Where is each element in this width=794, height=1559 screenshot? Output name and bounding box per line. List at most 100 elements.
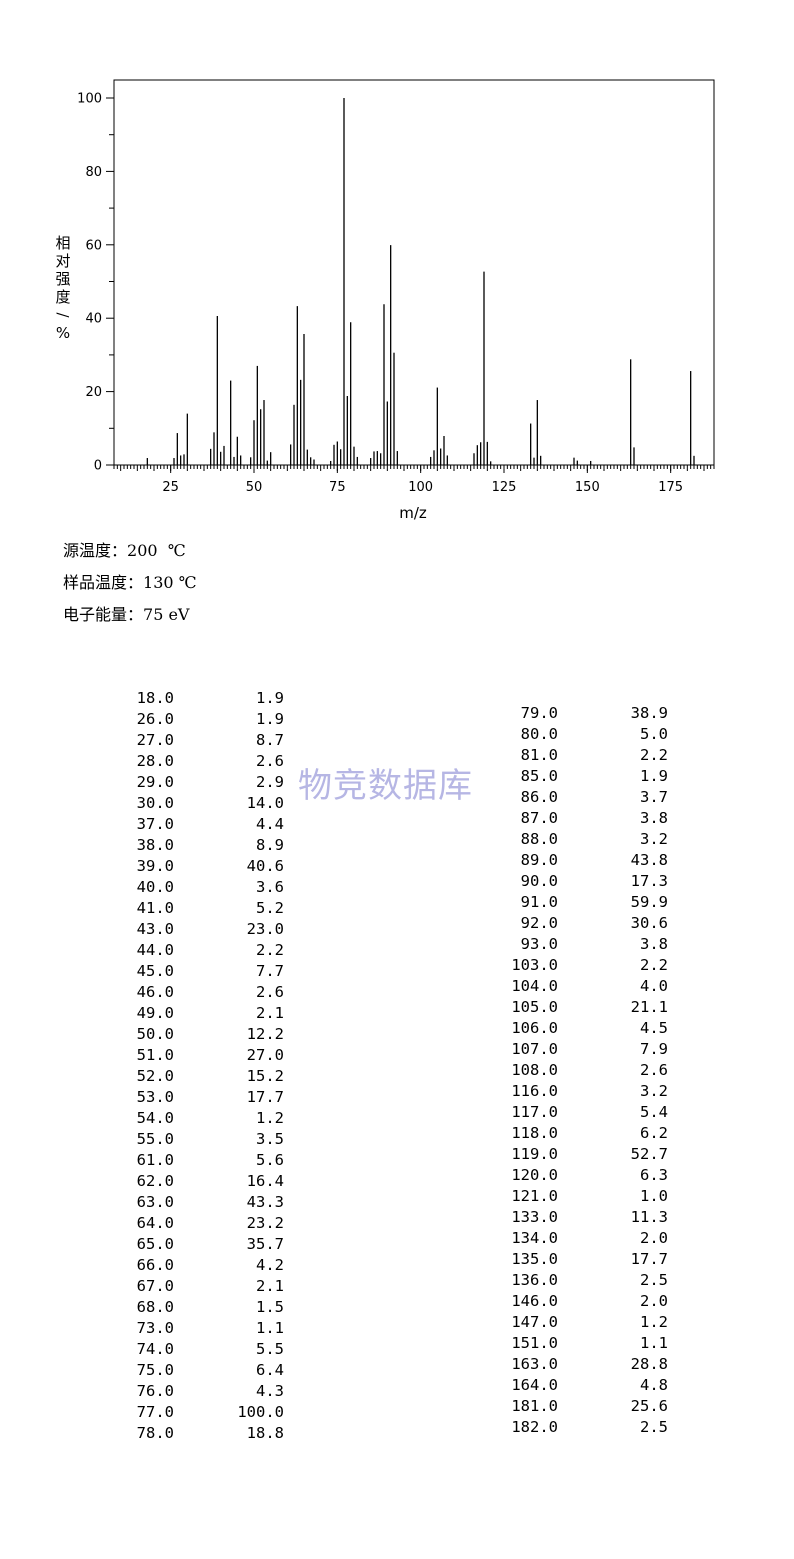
- mz-value: 76.0: [136, 1382, 174, 1400]
- table-row: 78.0 18.8: [118, 1423, 284, 1444]
- mz-value: 54.0: [136, 1109, 174, 1127]
- table-row: 76.0 4.3: [118, 1381, 284, 1402]
- table-row: 75.0 6.4: [118, 1360, 284, 1381]
- table-row: 46.0 2.6: [118, 982, 284, 1003]
- x-tick-label: 125: [492, 480, 517, 495]
- mz-value: 67.0: [136, 1277, 174, 1295]
- intensity-value: 2.9: [256, 773, 284, 791]
- intensity-value: 17.7: [246, 1088, 284, 1106]
- intensity-value: 1.1: [256, 1319, 284, 1337]
- table-row: 63.0 43.3: [118, 1192, 284, 1213]
- param-value: 130 ℃: [143, 573, 197, 592]
- mz-value: 117.0: [511, 1103, 558, 1121]
- mz-value: 45.0: [136, 962, 174, 980]
- table-row: 41.0 5.2: [118, 898, 284, 919]
- x-tick-label: 100: [408, 480, 433, 495]
- table-row: 37.0 4.4: [118, 814, 284, 835]
- intensity-value: 35.7: [246, 1235, 284, 1253]
- intensity-value: 4.4: [256, 815, 284, 833]
- mz-value: 29.0: [136, 773, 174, 791]
- param-label: 源温度：: [63, 541, 128, 560]
- mz-value: 28.0: [136, 752, 174, 770]
- intensity-value: 100.0: [237, 1403, 284, 1421]
- mz-value: 37.0: [136, 815, 174, 833]
- table-row: 67.0 2.1: [118, 1276, 284, 1297]
- intensity-value: 17.3: [630, 872, 668, 890]
- table-row: 40.0 3.6: [118, 877, 284, 898]
- mz-value: 39.0: [136, 857, 174, 875]
- intensity-value: 8.9: [256, 836, 284, 854]
- y-tick-label: 60: [85, 238, 102, 253]
- intensity-value: 1.1: [640, 1334, 668, 1352]
- x-axis-label: m/z: [399, 504, 427, 522]
- table-row: 147.0 1.2: [502, 1312, 668, 1333]
- intensity-value: 1.0: [640, 1187, 668, 1205]
- table-row: 68.0 1.5: [118, 1297, 284, 1318]
- electron-energy: 电子能量：75 eV: [63, 604, 197, 636]
- intensity-value: 11.3: [630, 1208, 668, 1226]
- table-row: 92.0 30.6: [502, 913, 668, 934]
- intensity-value: 1.2: [640, 1313, 668, 1331]
- table-row: 116.0 3.2: [502, 1081, 668, 1102]
- mz-value: 118.0: [511, 1124, 558, 1142]
- table-row: 39.0 40.6: [118, 856, 284, 877]
- intensity-value: 23.0: [246, 920, 284, 938]
- table-row: 79.0 38.9: [502, 703, 668, 724]
- intensity-value: 5.0: [640, 725, 668, 743]
- mz-value: 75.0: [136, 1361, 174, 1379]
- param-value: 200 ℃: [127, 541, 186, 560]
- mz-value: 51.0: [136, 1046, 174, 1064]
- intensity-value: 2.1: [256, 1004, 284, 1022]
- mz-value: 18.0: [136, 689, 174, 707]
- mz-value: 40.0: [136, 878, 174, 896]
- x-tick-label: 75: [329, 480, 346, 495]
- table-row: 164.0 4.8: [502, 1375, 668, 1396]
- table-row: 38.0 8.9: [118, 835, 284, 856]
- x-tick-label: 25: [162, 480, 179, 495]
- intensity-value: 1.9: [640, 767, 668, 785]
- table-row: 18.0 1.9: [118, 688, 284, 709]
- intensity-value: 27.0: [246, 1046, 284, 1064]
- table-row: 91.0 59.9: [502, 892, 668, 913]
- source-temperature: 源温度：200 ℃: [63, 540, 197, 572]
- mz-value: 65.0: [136, 1235, 174, 1253]
- mz-value: 106.0: [511, 1019, 558, 1037]
- mz-value: 81.0: [520, 746, 558, 764]
- intensity-value: 2.0: [640, 1292, 668, 1310]
- intensity-value: 4.0: [640, 977, 668, 995]
- mz-value: 120.0: [511, 1166, 558, 1184]
- mz-value: 136.0: [511, 1271, 558, 1289]
- intensity-value: 43.8: [630, 851, 668, 869]
- y-label-char: 对: [55, 252, 70, 270]
- mz-value: 134.0: [511, 1229, 558, 1247]
- mz-value: 55.0: [136, 1130, 174, 1148]
- mz-value: 74.0: [136, 1340, 174, 1358]
- intensity-value: 2.2: [256, 941, 284, 959]
- param-label: 样品温度：: [63, 573, 144, 592]
- intensity-value: 28.8: [630, 1355, 668, 1373]
- mz-value: 73.0: [136, 1319, 174, 1337]
- table-row: 49.0 2.1: [118, 1003, 284, 1024]
- intensity-value: 1.9: [256, 710, 284, 728]
- intensity-value: 6.2: [640, 1124, 668, 1142]
- y-tick-label: 80: [85, 165, 102, 180]
- table-row: 52.0 15.2: [118, 1066, 284, 1087]
- intensity-value: 12.2: [246, 1025, 284, 1043]
- table-row: 50.0 12.2: [118, 1024, 284, 1045]
- mz-value: 44.0: [136, 941, 174, 959]
- mz-value: 163.0: [511, 1355, 558, 1373]
- table-row: 146.0 2.0: [502, 1291, 668, 1312]
- mz-value: 147.0: [511, 1313, 558, 1331]
- intensity-value: 7.7: [256, 962, 284, 980]
- table-row: 66.0 4.2: [118, 1255, 284, 1276]
- intensity-value: 7.9: [640, 1040, 668, 1058]
- peak-table-left: 18.0 1.9 26.0 1.9 27.0 8.7 28.0 2.6 29.0 2.9 30.0 1…: [118, 688, 284, 1444]
- table-row: 121.0 1.0: [502, 1186, 668, 1207]
- mz-value: 62.0: [136, 1172, 174, 1190]
- table-row: 74.0 5.5: [118, 1339, 284, 1360]
- intensity-value: 5.4: [640, 1103, 668, 1121]
- table-row: 51.0 27.0: [118, 1045, 284, 1066]
- intensity-value: 23.2: [246, 1214, 284, 1232]
- table-row: 117.0 5.4: [502, 1102, 668, 1123]
- table-row: 136.0 2.5: [502, 1270, 668, 1291]
